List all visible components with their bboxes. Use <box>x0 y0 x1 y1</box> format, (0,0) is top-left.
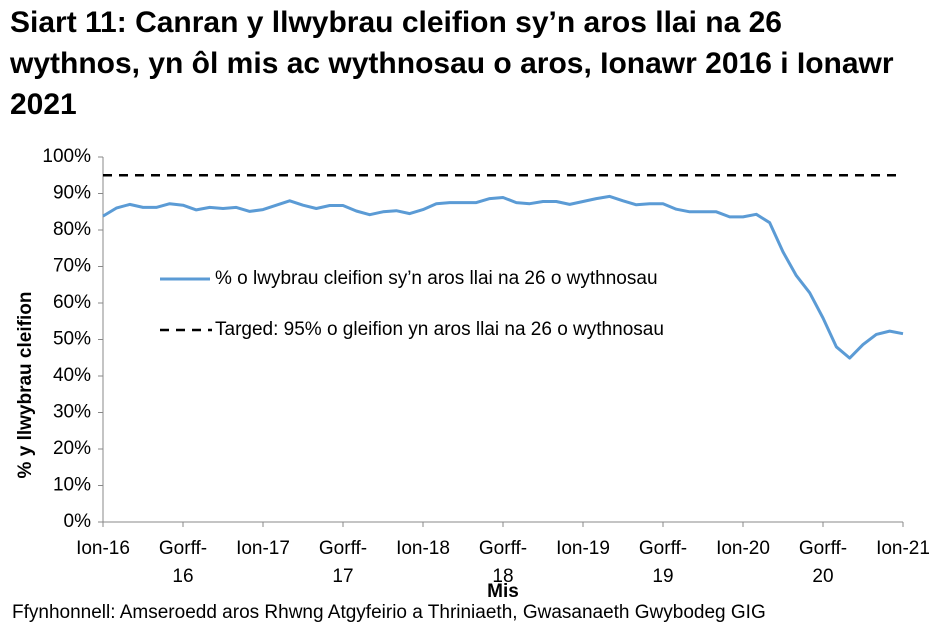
x-tick-label: Ion-19 <box>556 538 610 559</box>
x-tick-label: Gorff-18 <box>479 538 527 587</box>
x-tick-label: Ion-18 <box>396 538 450 559</box>
x-tick-label: Gorff-20 <box>799 538 847 587</box>
data-line <box>102 194 904 360</box>
y-tick-label: 30% <box>53 402 91 423</box>
legend-label: % o lwybrau cleifion sy’n aros llai na 2… <box>215 268 658 289</box>
x-tick-label: Ion-16 <box>76 538 130 559</box>
x-tick-label: Ion-20 <box>716 538 770 559</box>
y-tick-label: 0% <box>64 511 92 532</box>
x-tick-label: Gorff-19 <box>639 538 687 587</box>
y-tick-label: 90% <box>53 183 91 204</box>
y-tick-label: 50% <box>53 329 91 350</box>
source: Ffynhonnell: Amseroedd aros Rhwng Atgyfe… <box>12 602 766 623</box>
x-tick-label: Gorff-16 <box>159 538 207 587</box>
y-tick-label: 70% <box>53 256 91 277</box>
x-axis-label: Mis <box>487 581 519 602</box>
x-tick-label: Ion-17 <box>236 538 290 559</box>
y-axis-label: % y llwybrau cleifion <box>15 292 36 479</box>
y-tick-label: 10% <box>53 475 91 496</box>
x-tick-label: Ion-21 <box>876 538 930 559</box>
chart-title: Siart 11: Canran y llwybrau cleifion sy’… <box>10 6 894 121</box>
y-tick-label: 60% <box>53 292 91 313</box>
y-tick-label: 40% <box>53 365 91 386</box>
x-tick-label: Gorff-17 <box>319 538 367 587</box>
y-tick-label: 80% <box>53 219 91 240</box>
y-tick-label: 100% <box>42 146 91 167</box>
legend-label: Targed: 95% o gleifion yn aros llai na 2… <box>215 319 664 340</box>
y-tick-label: 20% <box>53 438 91 459</box>
